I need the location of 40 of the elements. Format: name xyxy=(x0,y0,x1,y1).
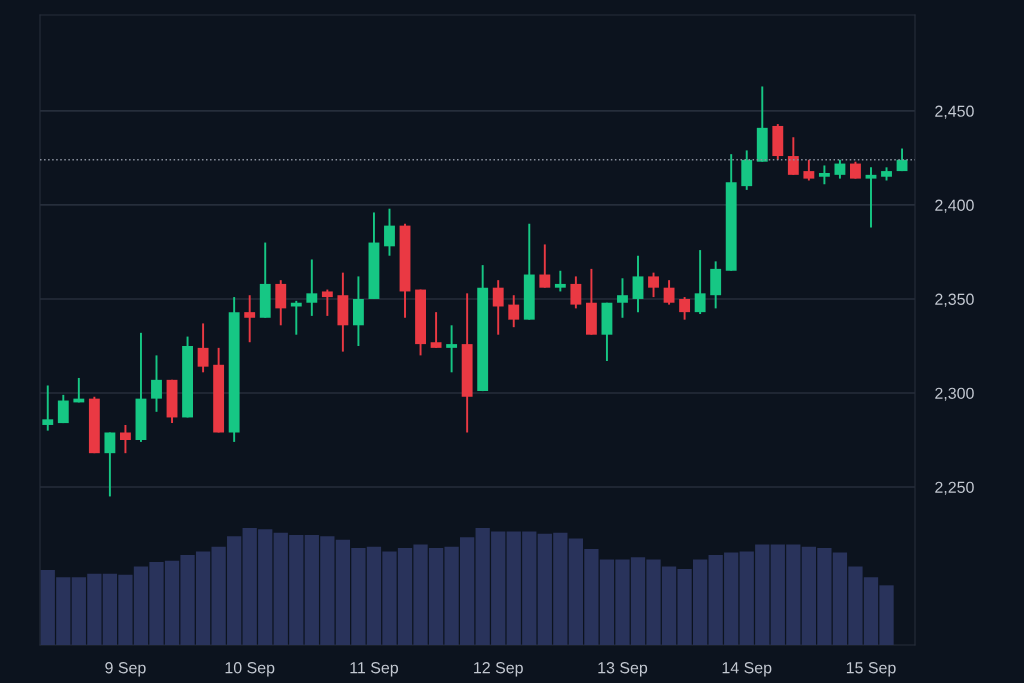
candlestick xyxy=(384,207,395,257)
candlestick xyxy=(446,324,458,374)
candlestick xyxy=(119,424,131,455)
candlestick xyxy=(694,249,706,315)
candlestick xyxy=(321,288,333,317)
candlestick xyxy=(834,158,846,180)
x-tick-label: 11 Sep xyxy=(350,662,398,677)
candlestick xyxy=(57,393,69,425)
candlestick xyxy=(787,136,799,176)
candlestick xyxy=(632,254,644,314)
candlestick xyxy=(679,296,691,321)
candlestick xyxy=(508,294,520,329)
candlestick xyxy=(42,384,54,432)
candlestick xyxy=(197,322,209,374)
candlestick xyxy=(244,294,256,344)
x-tick-label: 14 Sep xyxy=(722,662,772,677)
candlestick xyxy=(617,277,628,319)
y-tick-label: 2,450 xyxy=(935,105,974,119)
x-tick-label: 13 Sep xyxy=(598,662,648,677)
candlestick xyxy=(554,269,566,293)
candlestick xyxy=(663,279,675,306)
y-tick-label: 2,250 xyxy=(935,481,974,495)
y-tick-label: 2,350 xyxy=(935,293,974,307)
candlestick xyxy=(151,354,162,413)
candlestick xyxy=(430,311,442,349)
x-tick-label: 9 Sep xyxy=(105,662,146,677)
candlestick xyxy=(539,243,551,289)
candlestick xyxy=(492,279,504,336)
candlestick xyxy=(104,431,116,498)
x-tick-label: 15 Sep xyxy=(846,662,896,677)
candlestick xyxy=(648,271,659,299)
candlestick xyxy=(803,158,815,182)
candlestick xyxy=(865,166,877,229)
candlestick xyxy=(818,164,830,186)
candlestick xyxy=(570,275,582,310)
candlestick xyxy=(306,258,318,317)
y-tick-label: 2,300 xyxy=(935,387,974,401)
x-tick-label: 10 Sep xyxy=(225,662,275,677)
x-tick-label: 12 Sep xyxy=(474,662,523,677)
y-tick-label: 2,400 xyxy=(935,199,974,213)
